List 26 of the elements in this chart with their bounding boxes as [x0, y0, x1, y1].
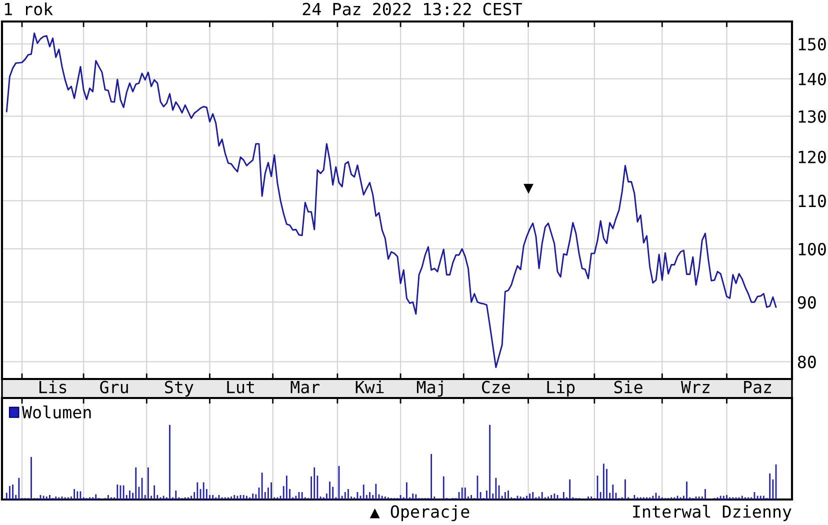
x-tick-label: Cze — [482, 380, 510, 394]
x-tick-label: Lip — [547, 380, 575, 397]
y-tick-label: 80 — [798, 356, 816, 368]
text: Interwal Dzienny — [633, 504, 792, 522]
text: Wolumen — [22, 406, 91, 418]
chart-subtitle: 24 Paz 2022 13:22 CEST — [302, 2, 522, 16]
y-tick-label: 90 — [798, 296, 816, 309]
x-tick-label: Mar — [290, 380, 320, 394]
y-tick-label: 130 — [798, 110, 826, 123]
x-tick-label: Lis — [39, 380, 66, 394]
y-tick-label: 100 — [798, 242, 826, 256]
y-tick-label: 150 — [798, 38, 826, 51]
y-tick-label: 140 — [798, 72, 826, 86]
annotation: ▼ — [524, 184, 534, 194]
x-tick-label: Paz — [744, 380, 772, 394]
y-tick-label: 110 — [798, 194, 826, 208]
x-tick-label: Sty — [165, 380, 194, 397]
x-tick-label: Wrz — [680, 380, 710, 394]
text: ▲ Operacje — [370, 504, 470, 522]
x-tick-label: Kwi — [356, 380, 384, 394]
chart-title: 1 rok — [5, 2, 53, 16]
x-tick-label: Lut — [227, 380, 254, 394]
x-tick-label: Maj — [416, 380, 443, 397]
y-tick-label: 120 — [798, 150, 826, 164]
x-tick-label: Gru — [100, 380, 128, 394]
x-tick-label: Sie — [614, 380, 642, 394]
